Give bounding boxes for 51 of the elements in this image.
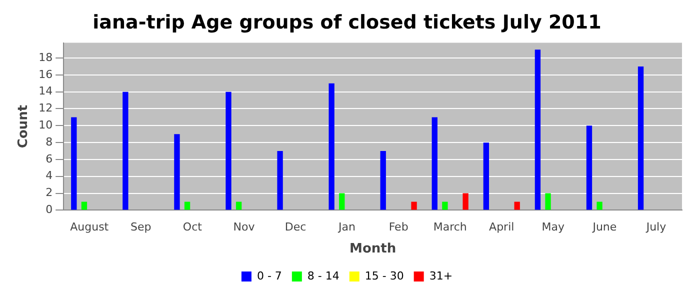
bar	[380, 151, 386, 210]
x-tick-label: June	[592, 220, 617, 234]
y-tick-label: 6	[46, 152, 53, 166]
x-tick-label: Oct	[182, 220, 203, 234]
y-tick-label: 16	[38, 68, 53, 81]
bar	[462, 193, 468, 210]
legend-label: 15 - 30	[364, 269, 404, 282]
bar	[514, 202, 520, 210]
y-tick-label: 10	[38, 118, 53, 132]
y-tick-label: 8	[46, 135, 53, 148]
legend-label: 0 - 7	[256, 269, 282, 282]
x-tick-label: July	[645, 220, 667, 234]
bar	[81, 202, 88, 210]
y-tick-label: 0	[46, 203, 53, 216]
x-tick-label: Feb	[388, 220, 408, 234]
bar	[122, 92, 128, 210]
y-tick-label: 18	[38, 50, 53, 64]
x-tick-label: Nov	[233, 220, 256, 234]
bar	[545, 193, 551, 210]
bar	[339, 193, 345, 210]
x-axis-title: Month	[350, 242, 396, 257]
chart-title: iana-trip Age groups of closed tickets July 2011	[92, 11, 602, 34]
y-tick-label: 2	[46, 186, 53, 200]
y-tick-label: 14	[38, 84, 53, 98]
y-tick-label: 12	[38, 102, 53, 115]
bar	[411, 202, 417, 210]
bar	[184, 202, 190, 210]
bar	[442, 202, 448, 210]
legend-label: 31+	[429, 269, 453, 282]
x-tick-label: May	[542, 220, 566, 234]
bar	[236, 202, 242, 210]
x-tick-label: Jan	[338, 220, 356, 234]
bar	[638, 66, 644, 210]
y-tick-label: 4	[46, 169, 53, 182]
bar	[174, 134, 180, 210]
x-tick-label: Sep	[130, 220, 152, 234]
bar	[596, 202, 602, 210]
x-tick-label: Dec	[284, 220, 306, 234]
x-tick-label: August	[70, 220, 110, 234]
x-tick-label: April	[489, 220, 514, 234]
bar	[277, 151, 283, 210]
legend-label: 8 - 14	[307, 269, 340, 282]
bar	[586, 126, 592, 210]
bar	[328, 83, 334, 210]
x-tick-label: March	[433, 220, 467, 234]
bar	[432, 117, 438, 210]
bar	[483, 142, 490, 210]
bar	[226, 92, 232, 210]
bar	[534, 50, 541, 210]
bar	[71, 117, 77, 210]
y-axis-title: Count	[16, 104, 32, 148]
